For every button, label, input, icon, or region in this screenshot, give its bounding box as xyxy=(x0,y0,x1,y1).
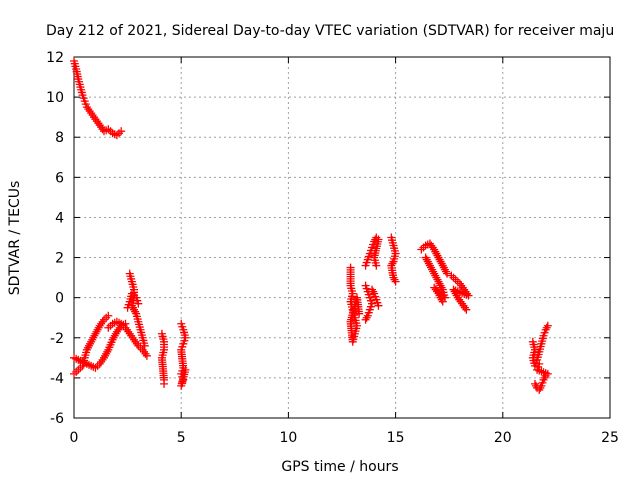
data-point xyxy=(160,380,168,388)
y-tick-label: 6 xyxy=(55,170,64,186)
grid xyxy=(74,57,610,418)
data-point xyxy=(417,246,425,254)
series-arc-11 xyxy=(387,234,399,286)
data-point xyxy=(454,278,462,286)
y-tick-label: -6 xyxy=(50,411,64,427)
data-point xyxy=(104,312,112,320)
data-point xyxy=(372,234,380,242)
y-tick-label: 0 xyxy=(55,291,64,307)
data-point xyxy=(391,276,399,284)
data-point xyxy=(452,276,460,284)
series-arc-7 xyxy=(177,320,189,390)
plot-frame xyxy=(74,57,610,418)
y-tick-label: 10 xyxy=(46,90,64,106)
series-arc-6 xyxy=(158,330,168,388)
y-tick-label: 12 xyxy=(46,50,64,66)
x-axis-label: GPS time / hours xyxy=(281,459,398,475)
data-point xyxy=(102,314,110,322)
series-arc-15 xyxy=(529,322,552,370)
axis-ticks xyxy=(74,57,610,418)
data-point xyxy=(70,370,78,378)
data-point xyxy=(136,344,144,352)
series-arc-8 xyxy=(347,264,364,346)
data-point xyxy=(104,324,112,332)
x-tick-label: 20 xyxy=(494,430,512,446)
data-series xyxy=(70,57,552,394)
y-tick-label: 8 xyxy=(55,130,64,146)
x-tick-label: 0 xyxy=(70,430,79,446)
data-point xyxy=(362,316,370,324)
data-point xyxy=(447,272,455,280)
data-point xyxy=(74,366,82,374)
y-tick-label: 2 xyxy=(55,251,64,267)
data-point xyxy=(72,368,80,376)
x-tick-label: 5 xyxy=(177,430,186,446)
series-arc-9 xyxy=(362,282,383,324)
y-axis-label: SDTVAR / TECUs xyxy=(7,181,23,296)
data-point xyxy=(449,274,457,282)
y-tick-label: 4 xyxy=(55,210,64,226)
chart-title: Day 212 of 2021, Sidereal Day-to-day VTE… xyxy=(46,23,614,39)
y-tick-label: -4 xyxy=(50,371,64,387)
x-tick-label: 25 xyxy=(601,430,619,446)
x-tick-label: 15 xyxy=(387,430,405,446)
y-axis-tick-labels: -6 -4 -2 0 2 4 6 8 10 12 xyxy=(46,50,64,427)
series-arc-10 xyxy=(362,234,383,270)
data-point xyxy=(363,314,371,322)
sdtvar-chart: Day 212 of 2021, Sidereal Day-to-day VTE… xyxy=(0,0,640,480)
data-point xyxy=(94,362,102,370)
data-point xyxy=(543,324,551,332)
data-point xyxy=(544,322,552,330)
data-point xyxy=(109,320,117,328)
series-arc-1 xyxy=(70,57,125,139)
series-arc-14 xyxy=(447,272,472,314)
data-point xyxy=(531,380,539,388)
data-point xyxy=(115,129,123,137)
x-axis-tick-labels: 0 5 10 15 20 25 xyxy=(70,430,619,446)
data-point xyxy=(113,131,121,139)
data-point xyxy=(104,125,112,133)
y-tick-label: -2 xyxy=(50,331,64,347)
x-tick-label: 10 xyxy=(279,430,297,446)
